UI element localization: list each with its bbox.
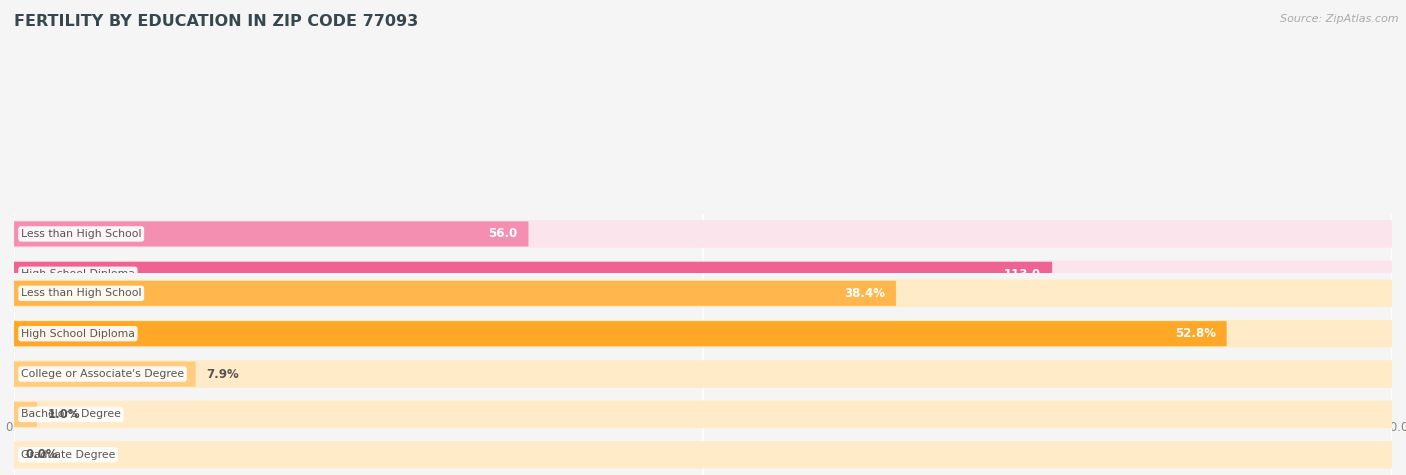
FancyBboxPatch shape: [14, 301, 1392, 328]
Text: Graduate Degree: Graduate Degree: [21, 450, 115, 460]
FancyBboxPatch shape: [14, 320, 1392, 347]
FancyBboxPatch shape: [14, 382, 1392, 409]
FancyBboxPatch shape: [14, 321, 1226, 346]
Text: 18.0: 18.0: [190, 349, 219, 361]
Text: College or Associate's Degree: College or Associate's Degree: [21, 369, 184, 379]
FancyBboxPatch shape: [14, 361, 195, 387]
FancyBboxPatch shape: [14, 342, 180, 368]
FancyBboxPatch shape: [14, 220, 1392, 247]
Text: FERTILITY BY EDUCATION IN ZIP CODE 77093: FERTILITY BY EDUCATION IN ZIP CODE 77093: [14, 14, 419, 29]
Text: Graduate Degree: Graduate Degree: [21, 390, 115, 400]
Text: Less than High School: Less than High School: [21, 288, 142, 298]
FancyBboxPatch shape: [14, 441, 1392, 468]
Text: Bachelor's Degree: Bachelor's Degree: [21, 350, 121, 360]
Text: Bachelor's Degree: Bachelor's Degree: [21, 409, 121, 419]
Text: High School Diploma: High School Diploma: [21, 269, 135, 279]
FancyBboxPatch shape: [14, 401, 1392, 428]
FancyBboxPatch shape: [14, 221, 529, 247]
Text: 52.8%: 52.8%: [1174, 327, 1216, 340]
Text: High School Diploma: High School Diploma: [21, 329, 135, 339]
FancyBboxPatch shape: [14, 281, 896, 306]
Text: 0.0: 0.0: [25, 389, 46, 402]
FancyBboxPatch shape: [14, 402, 37, 427]
FancyBboxPatch shape: [14, 262, 1052, 287]
Text: Less than High School: Less than High School: [21, 229, 142, 239]
Text: Source: ZipAtlas.com: Source: ZipAtlas.com: [1281, 14, 1399, 24]
FancyBboxPatch shape: [14, 361, 1392, 388]
Text: 0.0%: 0.0%: [25, 448, 58, 461]
Text: College or Associate's Degree: College or Associate's Degree: [21, 310, 184, 320]
FancyBboxPatch shape: [14, 342, 1392, 369]
FancyBboxPatch shape: [14, 261, 1392, 288]
Text: 56.0: 56.0: [488, 228, 517, 240]
Text: 113.0: 113.0: [1004, 268, 1040, 281]
FancyBboxPatch shape: [14, 280, 1392, 307]
Text: 38.4%: 38.4%: [844, 287, 884, 300]
Text: 26.0: 26.0: [264, 308, 292, 321]
FancyBboxPatch shape: [14, 302, 253, 327]
Text: 7.9%: 7.9%: [207, 368, 239, 380]
Text: 1.0%: 1.0%: [48, 408, 80, 421]
